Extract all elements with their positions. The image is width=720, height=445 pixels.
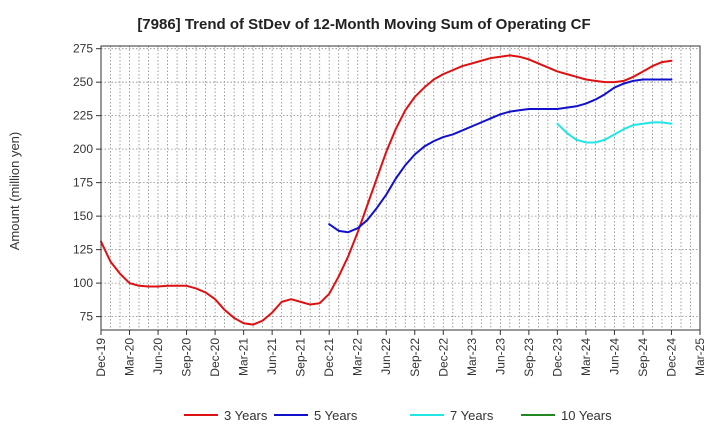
x-tick-label: Sep-21	[294, 338, 308, 377]
y-tick-label: 125	[73, 243, 93, 257]
x-tick-label: Jun-20	[151, 338, 165, 375]
legend-label-3-years: 3 Years	[224, 408, 268, 423]
y-tick-label: 100	[73, 276, 93, 290]
x-tick-label: Sep-20	[180, 338, 194, 377]
plot-frame	[100, 45, 701, 331]
y-tick-label: 250	[73, 75, 93, 89]
x-tick-label: Mar-22	[351, 338, 365, 376]
y-tick-label: 200	[73, 142, 93, 156]
x-tick-label: Jun-24	[607, 338, 621, 375]
legend-label-10-years: 10 Years	[561, 408, 612, 423]
legend-label-7-years: 7 Years	[450, 408, 494, 423]
plot-area	[101, 46, 700, 330]
x-tick-label: Dec-19	[94, 338, 108, 377]
y-axis-label: Amount (million yen)	[7, 132, 22, 251]
x-tick-label: Mar-21	[237, 338, 251, 376]
x-tick-label: Mar-25	[693, 338, 707, 376]
x-tick-label: Jun-22	[379, 338, 393, 375]
y-tick-label: 275	[73, 42, 93, 56]
x-tick-label: Sep-24	[636, 338, 650, 377]
y-tick-label: 225	[73, 109, 93, 123]
x-tick-label: Dec-22	[436, 338, 450, 377]
series-line-5-years	[328, 78, 673, 234]
x-tick-label: Dec-20	[208, 338, 222, 377]
x-tick-label: Dec-24	[664, 338, 678, 377]
y-tick-label: 150	[73, 209, 93, 223]
x-tick-label: Mar-23	[465, 338, 479, 376]
y-tick-label: 75	[80, 310, 94, 324]
series-line-3-years	[100, 54, 673, 326]
x-tick-label: Jun-23	[493, 338, 507, 375]
y-tick-label: 175	[73, 176, 93, 190]
x-tick-label: Sep-23	[522, 338, 536, 377]
legend-label-5-years: 5 Years	[314, 408, 358, 423]
x-tick-label: Sep-22	[408, 338, 422, 377]
x-tick-label: Jun-21	[265, 338, 279, 375]
x-tick-label: Dec-21	[322, 338, 336, 377]
x-tick-label: Mar-24	[579, 338, 593, 376]
x-tick-label: Dec-23	[550, 338, 564, 377]
chart-title: [7986] Trend of StDev of 12-Month Moving…	[137, 16, 590, 33]
y-ticks-layer: 75 100 125 150 175 200 225 250 275	[73, 42, 101, 324]
series-layer	[100, 54, 673, 326]
legend: 3 Years 5 Years 7 Years 10 Years	[184, 408, 612, 423]
series-line-7-years	[556, 121, 673, 144]
x-ticks-layer: Dec-19 Mar-20 Jun-20 Sep-20 Dec-20 Mar-21 Jun-…	[94, 330, 707, 377]
x-tick-label: Mar-20	[123, 338, 137, 376]
